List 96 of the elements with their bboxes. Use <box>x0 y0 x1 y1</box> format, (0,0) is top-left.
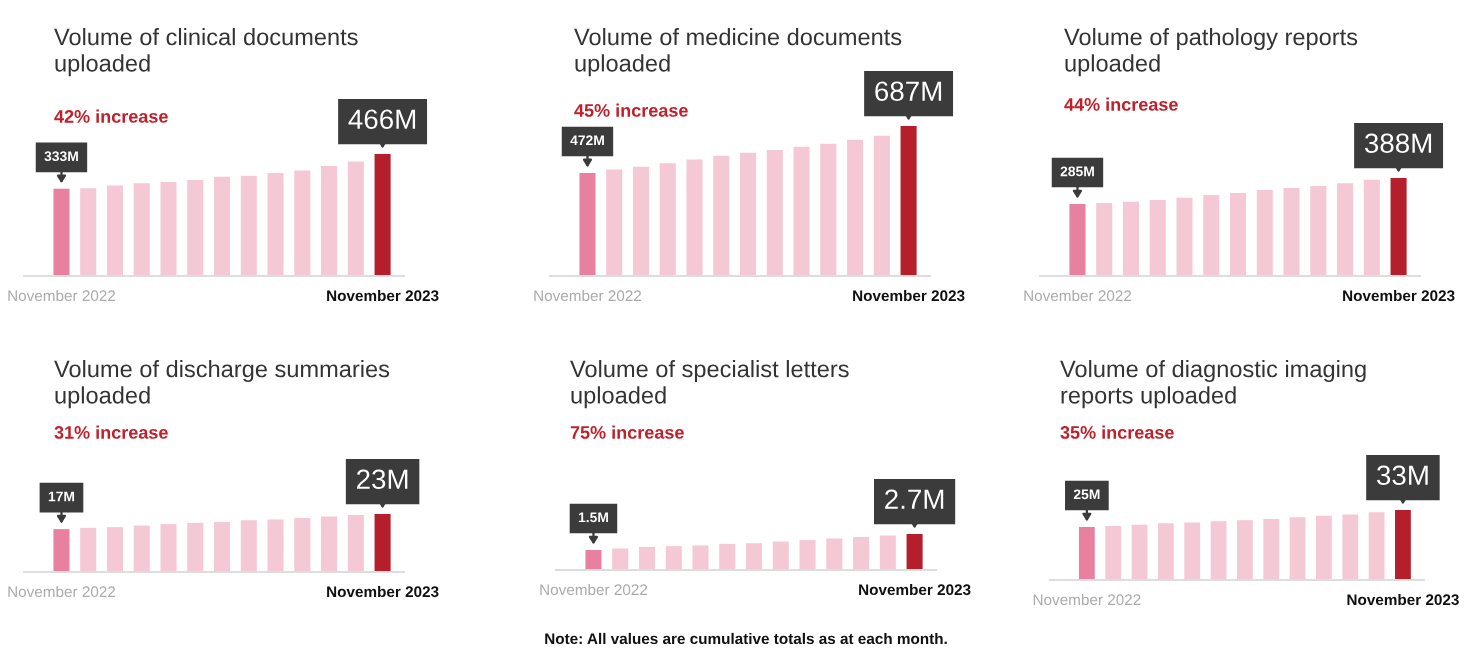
bar <box>579 172 596 276</box>
data-label: 687M <box>875 81 942 102</box>
bar <box>187 179 204 276</box>
chart-subtitle: 44% increase <box>1064 97 1178 111</box>
bar <box>820 143 837 276</box>
bar <box>906 534 923 570</box>
chart-title: Volume of medicine documents uploaded <box>574 28 902 77</box>
bar <box>1149 199 1166 276</box>
chart-title: Volume of clinical documents uploaded <box>54 28 358 77</box>
bar <box>766 150 783 276</box>
bar <box>321 516 338 572</box>
bar <box>1078 526 1095 580</box>
bar <box>799 540 816 570</box>
bar <box>80 527 97 572</box>
bar <box>214 522 231 572</box>
bar <box>746 543 763 570</box>
bar <box>826 538 843 570</box>
bar <box>1342 514 1359 580</box>
bar <box>133 183 150 276</box>
bar <box>1337 183 1354 276</box>
bar <box>374 514 391 572</box>
chart-subtitle: 42% increase <box>54 109 168 123</box>
bar <box>214 176 231 276</box>
bar <box>740 152 757 276</box>
bar <box>659 163 676 276</box>
bar <box>1176 197 1193 276</box>
bar <box>585 550 602 570</box>
bar <box>294 170 311 276</box>
bar <box>1289 517 1306 580</box>
bar <box>321 166 338 276</box>
bar <box>160 524 177 572</box>
bar <box>1263 519 1280 580</box>
bar <box>853 537 870 570</box>
bar <box>106 527 124 572</box>
bar <box>53 188 70 276</box>
bar <box>1203 194 1220 276</box>
bar <box>632 166 650 276</box>
bar <box>692 545 709 570</box>
bar <box>772 541 789 570</box>
data-label: 466M <box>348 109 416 130</box>
bar <box>847 139 864 276</box>
bar <box>1157 523 1174 580</box>
bar <box>1256 190 1273 276</box>
bar <box>1096 203 1113 276</box>
bar <box>240 520 257 572</box>
bar <box>187 522 204 572</box>
data-label: 2.7M <box>885 489 944 509</box>
bar <box>1184 522 1201 580</box>
bar <box>1131 524 1148 580</box>
chart-title: Volume of pathology reports uploaded <box>1064 28 1358 77</box>
bar <box>374 154 391 276</box>
bar <box>638 546 656 570</box>
chart-subtitle: 31% increase <box>54 425 168 439</box>
bar <box>1368 512 1385 580</box>
bar <box>612 548 629 570</box>
bar <box>267 519 284 572</box>
bar <box>665 546 682 570</box>
bar <box>1363 179 1380 276</box>
bar <box>606 169 623 276</box>
bar <box>347 161 364 276</box>
bar <box>1210 521 1227 580</box>
chart-subtitle: 35% increase <box>1060 425 1174 439</box>
bar <box>1105 526 1122 580</box>
bar <box>1316 515 1332 580</box>
bar <box>1283 188 1300 276</box>
data-label: 388M <box>1364 133 1432 154</box>
bar <box>793 146 810 276</box>
bar <box>347 515 364 572</box>
bar <box>713 155 730 276</box>
bar <box>267 173 284 276</box>
bar <box>106 185 124 276</box>
bar <box>133 525 150 572</box>
bar <box>873 135 890 276</box>
bar <box>1230 192 1247 276</box>
chart-title: Volume of specialist letters uploaded <box>570 360 849 409</box>
bar <box>1069 204 1086 276</box>
bar <box>1122 201 1140 276</box>
bar <box>53 529 70 572</box>
bar <box>1390 178 1407 276</box>
bar <box>240 175 257 276</box>
bar <box>719 543 736 570</box>
chart-subtitle: 45% increase <box>574 103 688 117</box>
bar <box>294 518 311 572</box>
data-label: 23M <box>356 469 408 490</box>
bar <box>1395 510 1411 580</box>
bar <box>80 188 97 276</box>
chart-title: Volume of discharge summaries uploaded <box>54 360 390 409</box>
bar <box>879 535 896 570</box>
chart-title: Volume of diagnostic imaging reports uploaded <box>1060 360 1366 409</box>
bar <box>686 159 703 276</box>
bar <box>900 126 917 276</box>
data-label: 33M <box>1376 465 1428 486</box>
bar <box>1237 520 1253 580</box>
bar <box>1310 186 1327 276</box>
bar <box>160 182 177 276</box>
chart-subtitle: 75% increase <box>570 425 684 439</box>
